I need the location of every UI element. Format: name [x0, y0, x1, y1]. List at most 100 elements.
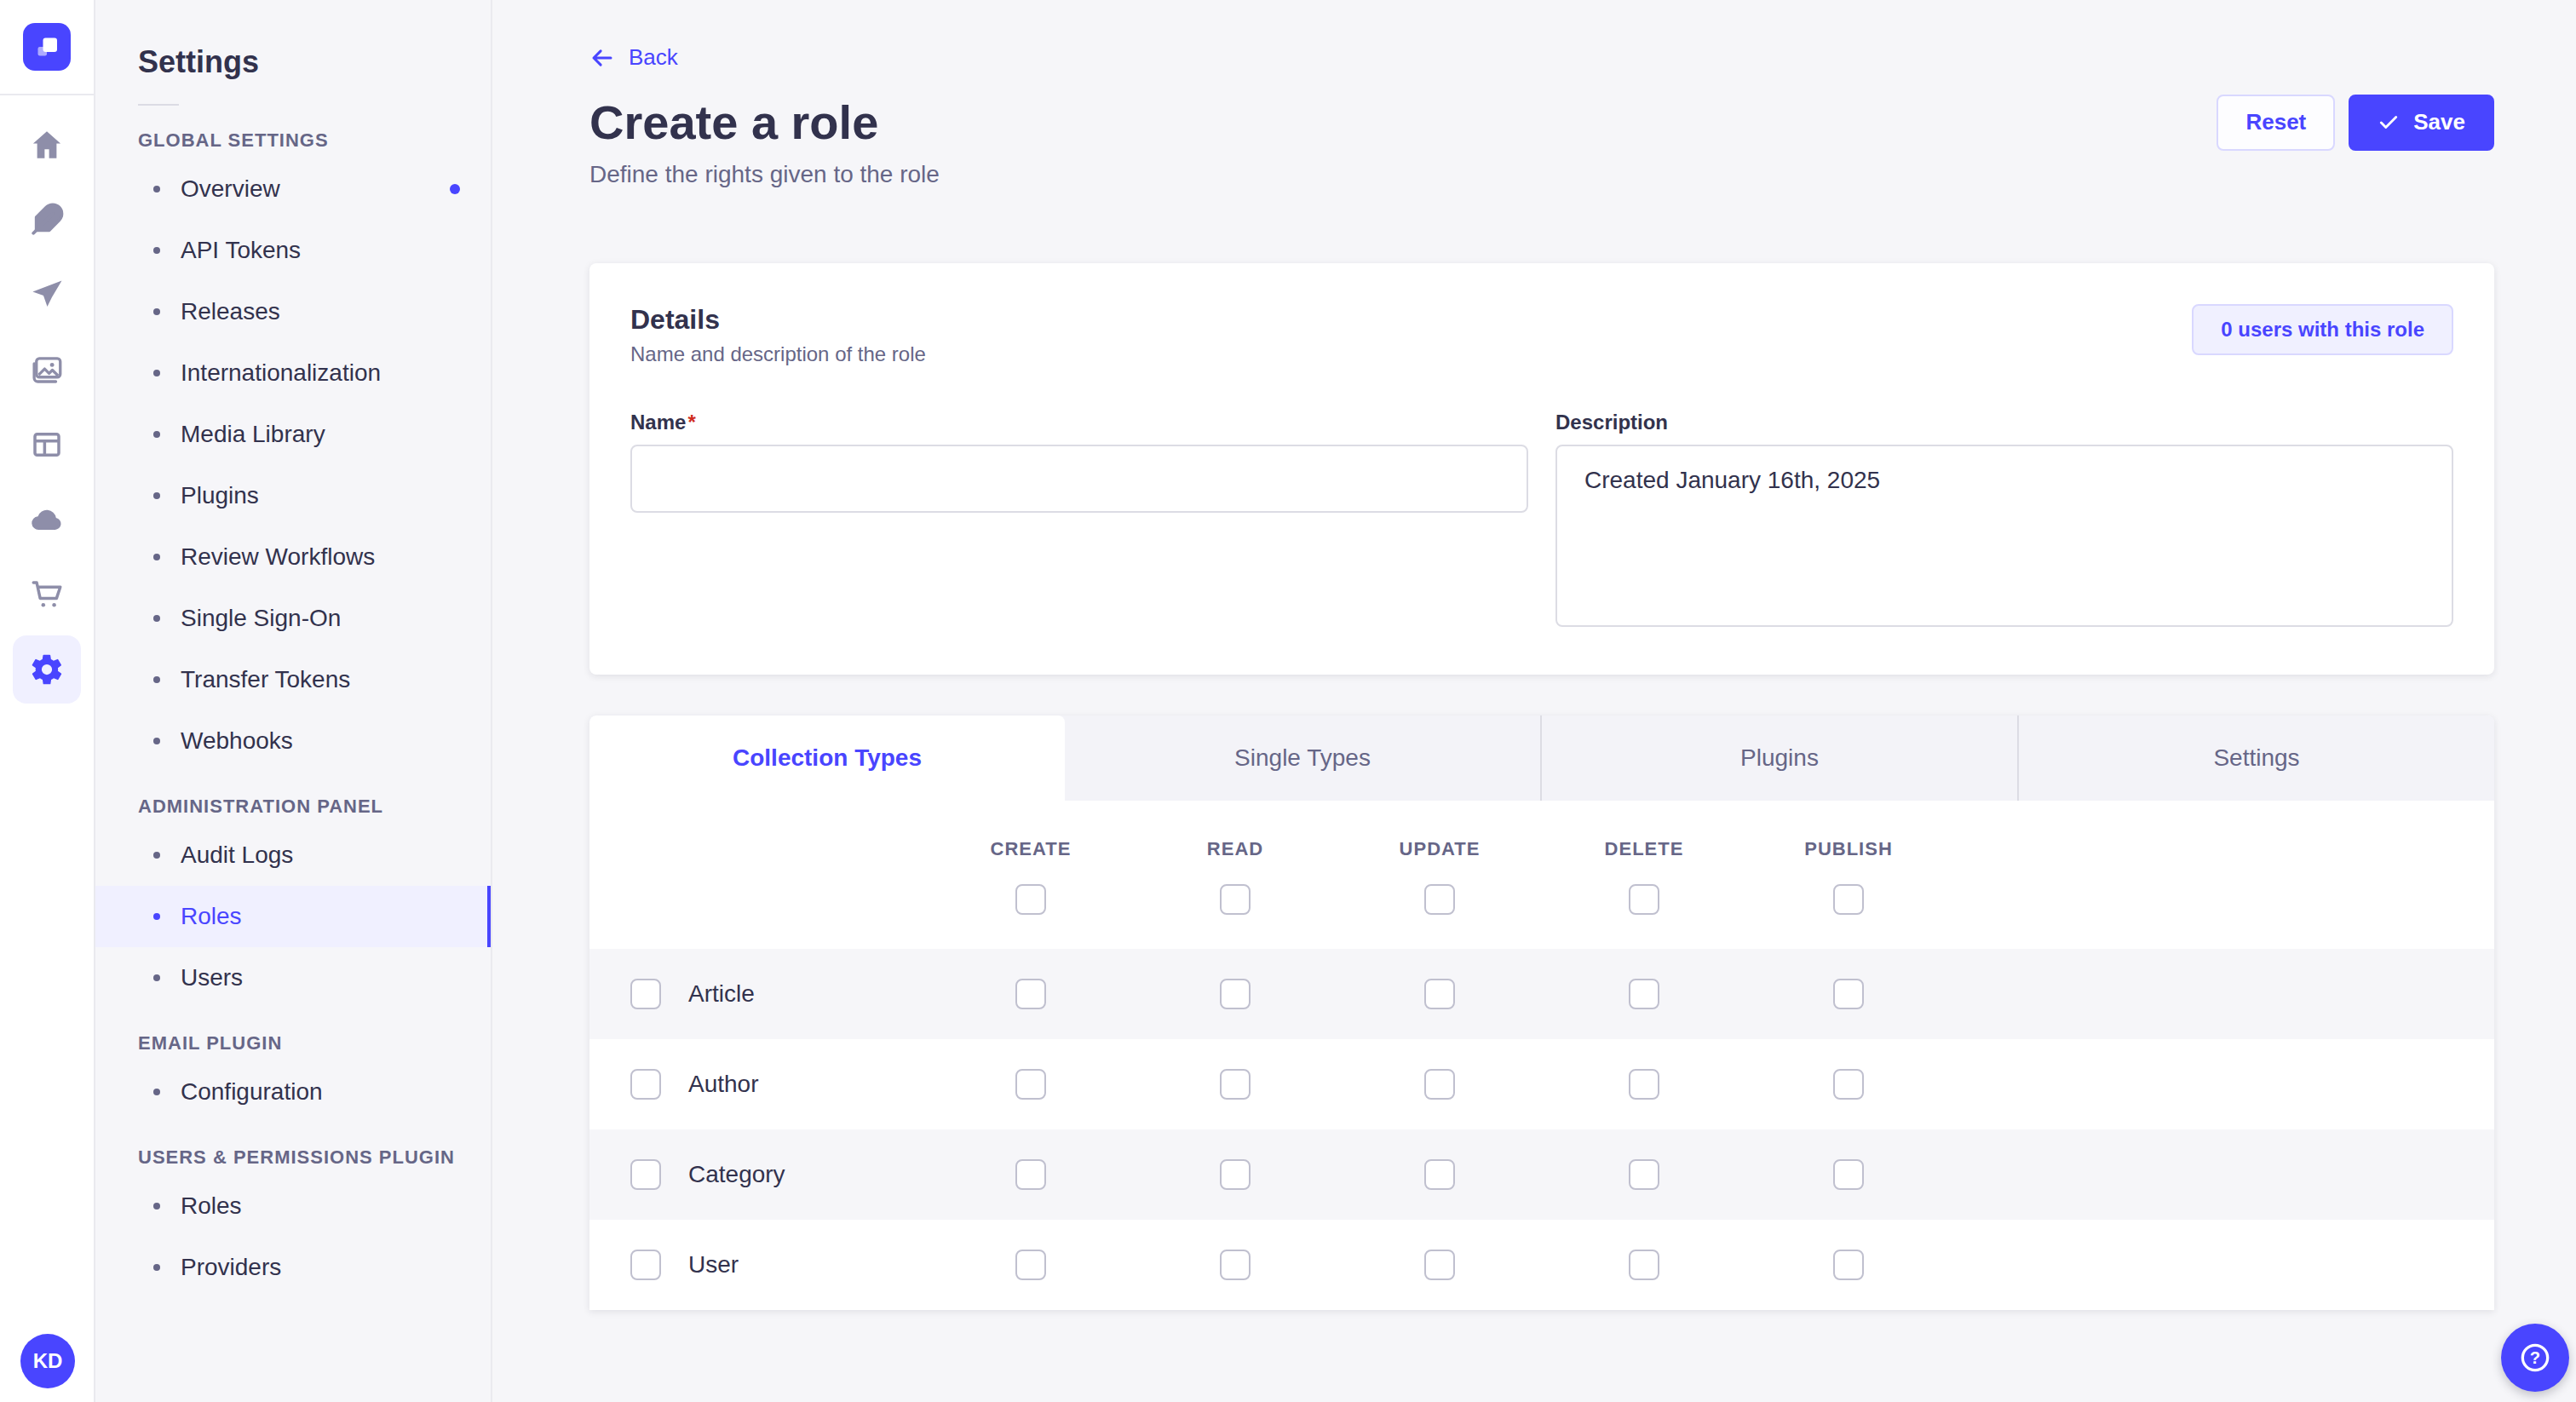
delete-cell [1542, 979, 1746, 1009]
permission-checkbox[interactable] [1424, 979, 1455, 1009]
column-header-label: UPDATE [1400, 838, 1481, 860]
back-link[interactable]: Back [589, 44, 678, 71]
page-subtitle: Define the rights given to the role [589, 161, 2494, 188]
permission-checkbox[interactable] [1424, 1250, 1455, 1280]
permission-checkbox[interactable] [1833, 1069, 1864, 1100]
permission-checkbox[interactable] [1629, 979, 1659, 1009]
settings-sidebar: Settings GLOBAL SETTINGS Overview API To… [95, 0, 492, 1402]
select-row-checkbox[interactable] [630, 1250, 661, 1280]
read-cell [1133, 979, 1337, 1009]
select-row-checkbox[interactable] [630, 1069, 661, 1100]
icon-rail: KD [0, 0, 95, 1402]
select-row-checkbox[interactable] [630, 979, 661, 1009]
permission-checkbox[interactable] [1220, 1159, 1251, 1190]
sidebar-item[interactable]: Users [95, 947, 491, 1008]
cloud-icon[interactable] [13, 486, 81, 554]
home-icon[interactable] [13, 111, 81, 179]
tab-label: Settings [2213, 744, 2299, 772]
sidebar-item[interactable]: Overview [95, 158, 491, 220]
tab[interactable]: Collection Types [589, 715, 1065, 801]
permissions-table: CREATE READ UPDATE [589, 801, 2494, 1310]
select-all-column-checkbox[interactable] [1015, 884, 1046, 915]
sidebar-item-label: Audit Logs [181, 842, 293, 869]
sidebar-item[interactable]: Webhooks [95, 710, 491, 772]
permission-checkbox[interactable] [1220, 1250, 1251, 1280]
sidebar-item-label: Users [181, 964, 243, 991]
bullet-icon [153, 913, 160, 920]
details-subtitle: Name and description of the role [630, 342, 926, 366]
permission-checkbox[interactable] [1833, 979, 1864, 1009]
bullet-icon [153, 1203, 160, 1210]
media-pictures-icon[interactable] [13, 336, 81, 404]
details-card: Details Name and description of the role… [589, 263, 2494, 675]
user-avatar[interactable]: KD [20, 1334, 75, 1388]
sidebar-section-administration-panel: ADMINISTRATION PANEL Audit Logs Roles [95, 796, 491, 1008]
title-divider [138, 104, 179, 106]
permission-checkbox[interactable] [1220, 979, 1251, 1009]
permission-checkbox[interactable] [1220, 1069, 1251, 1100]
sidebar-item[interactable]: Roles [95, 886, 491, 947]
sidebar-item[interactable]: Review Workflows [95, 526, 491, 588]
strapi-logo-icon[interactable] [23, 23, 71, 71]
send-plane-icon[interactable] [13, 261, 81, 329]
description-textarea[interactable]: Created January 16th, 2025 [1555, 445, 2453, 627]
permission-checkbox[interactable] [1015, 1069, 1046, 1100]
select-all-column-checkbox[interactable] [1629, 884, 1659, 915]
sidebar-item[interactable]: Single Sign-On [95, 588, 491, 649]
reset-button[interactable]: Reset [2217, 95, 2335, 151]
permission-checkbox[interactable] [1629, 1159, 1659, 1190]
layout-icon[interactable] [13, 411, 81, 479]
save-button[interactable]: Save [2349, 95, 2494, 151]
create-cell [929, 1069, 1133, 1100]
permission-checkbox[interactable] [1424, 1159, 1455, 1190]
select-row-checkbox[interactable] [630, 1159, 661, 1190]
app-window: KD Settings GLOBAL SETTINGS Overview API… [0, 0, 2576, 1402]
sidebar-item[interactable]: Internationalization [95, 342, 491, 404]
select-all-column-checkbox[interactable] [1833, 884, 1864, 915]
update-cell [1337, 1069, 1542, 1100]
gear-settings-icon[interactable] [13, 635, 81, 704]
sidebar-item-label: Overview [181, 175, 280, 203]
tab[interactable]: Single Types [1065, 715, 1542, 801]
cart-icon[interactable] [13, 560, 81, 629]
permission-checkbox[interactable] [1833, 1159, 1864, 1190]
bullet-icon [153, 1089, 160, 1095]
permission-checkbox[interactable] [1424, 1069, 1455, 1100]
back-label: Back [629, 44, 678, 71]
sidebar-item[interactable]: Providers [95, 1237, 491, 1298]
select-all-column-checkbox[interactable] [1220, 884, 1251, 915]
sidebar-item[interactable]: Configuration [95, 1061, 491, 1123]
name-input[interactable] [630, 445, 1528, 513]
sidebar-item-label: Review Workflows [181, 543, 375, 571]
row-label: User [688, 1251, 739, 1278]
permission-checkbox[interactable] [1833, 1250, 1864, 1280]
sidebar-item[interactable]: Plugins [95, 465, 491, 526]
sidebar-item-label: Roles [181, 903, 242, 930]
header-lead-cell [630, 838, 929, 915]
permission-checkbox[interactable] [1015, 1250, 1046, 1280]
users-with-role-button[interactable]: 0 users with this role [2192, 304, 2453, 355]
tab[interactable]: Plugins [1542, 715, 2019, 801]
sidebar-item[interactable]: Media Library [95, 404, 491, 465]
permission-checkbox[interactable] [1015, 1159, 1046, 1190]
sidebar-item[interactable]: Roles [95, 1175, 491, 1237]
permission-checkbox[interactable] [1629, 1069, 1659, 1100]
feather-content-icon[interactable] [13, 186, 81, 254]
sidebar-item[interactable]: Transfer Tokens [95, 649, 491, 710]
sidebar-item[interactable]: Releases [95, 281, 491, 342]
sidebar-item[interactable]: API Tokens [95, 220, 491, 281]
header-actions: Reset Save [2217, 95, 2494, 151]
help-button[interactable]: ? [2501, 1324, 2569, 1392]
permission-checkbox[interactable] [1015, 979, 1046, 1009]
sidebar-item[interactable]: Audit Logs [95, 825, 491, 886]
sidebar-section-label: USERS & PERMISSIONS PLUGIN [138, 1146, 491, 1169]
rail-icon-list [13, 95, 81, 704]
tab[interactable]: Settings [2019, 715, 2494, 801]
page-title: Create a role [589, 95, 878, 150]
permissions-tabs: Collection Types Single Types Plugins Se… [589, 715, 2494, 801]
select-all-column-checkbox[interactable] [1424, 884, 1455, 915]
row-label: Author [688, 1071, 759, 1098]
svg-text:?: ? [2530, 1348, 2540, 1367]
permission-checkbox[interactable] [1629, 1250, 1659, 1280]
row-lead-cell: User [630, 1250, 929, 1280]
